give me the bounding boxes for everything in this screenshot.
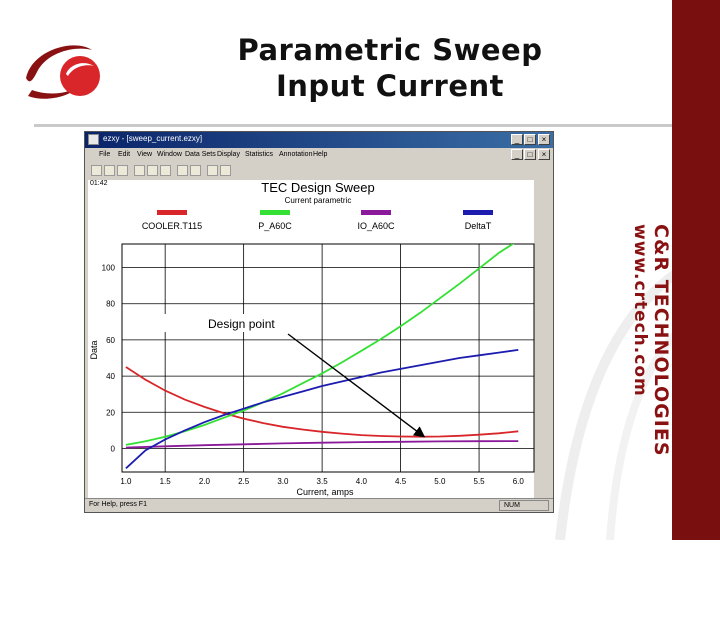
legend-label: DeltaT bbox=[465, 221, 492, 231]
menu-file[interactable]: File bbox=[99, 151, 111, 158]
status-text: For Help, press F1 bbox=[89, 501, 147, 508]
save-icon[interactable] bbox=[117, 165, 128, 176]
x-tick-label: 1.5 bbox=[160, 477, 172, 486]
chart-icon[interactable] bbox=[177, 165, 188, 176]
legend-swatch bbox=[157, 210, 187, 215]
corner-label: 01:42 bbox=[90, 180, 108, 187]
logo-swoosh-lower bbox=[28, 86, 80, 99]
print-icon[interactable] bbox=[134, 165, 145, 176]
title-divider bbox=[34, 124, 674, 127]
series-layer bbox=[125, 244, 519, 470]
tick-labels: 1.0 1.5 2.0 2.5 3.0 3.5 4.0 4.5 5.0 5.5 6.0 0 20 40 60… bbox=[102, 264, 525, 486]
grid bbox=[122, 244, 534, 472]
annotation-text: Design point bbox=[208, 317, 275, 331]
y-tick-label: 0 bbox=[111, 444, 116, 453]
y-axis-label: Data bbox=[89, 340, 99, 359]
maximize-button[interactable]: □ bbox=[524, 134, 536, 145]
help-icon[interactable] bbox=[207, 165, 218, 176]
menubar: File Edit View Window Data Sets Display … bbox=[85, 148, 553, 162]
menu-edit[interactable]: Edit bbox=[118, 151, 131, 158]
doc-close-button[interactable]: × bbox=[538, 149, 550, 160]
plot-frame bbox=[121, 243, 535, 473]
x-tick-label: 3.5 bbox=[317, 477, 329, 486]
menu-statistics[interactable]: Statistics bbox=[245, 151, 274, 158]
toolbar bbox=[85, 163, 553, 179]
new-icon[interactable] bbox=[91, 165, 102, 176]
chart-title: TEC Design Sweep bbox=[261, 180, 374, 195]
brand-band bbox=[672, 0, 720, 540]
annotation-arrow bbox=[287, 333, 426, 438]
series-line-io-a60c bbox=[125, 440, 519, 449]
legend-swatch bbox=[260, 210, 290, 215]
slide-title-line1: Parametric Sweep bbox=[237, 33, 543, 67]
series-line-cooler-t115 bbox=[125, 366, 519, 438]
status-num: NUM bbox=[499, 500, 549, 511]
legend-label: COOLER.T115 bbox=[142, 221, 202, 231]
series-line-p-a60c bbox=[125, 244, 515, 446]
x-tick-label: 3.0 bbox=[277, 477, 289, 486]
legend-swatch bbox=[361, 210, 391, 215]
x-tick-label: 4.0 bbox=[356, 477, 368, 486]
y-tick-label: 60 bbox=[106, 336, 115, 345]
chart-subtitle: Current parametric bbox=[285, 196, 352, 205]
menu-help[interactable]: Help bbox=[313, 151, 328, 158]
y-tick-label: 80 bbox=[106, 300, 115, 309]
arrow-icon[interactable] bbox=[220, 165, 231, 176]
y-tick-label: 20 bbox=[106, 408, 115, 417]
x-tick-label: 2.0 bbox=[199, 477, 211, 486]
copy-icon[interactable] bbox=[147, 165, 158, 176]
open-icon[interactable] bbox=[104, 165, 115, 176]
app-icon[interactable] bbox=[88, 134, 99, 145]
y-tick-label: 100 bbox=[102, 264, 116, 273]
x-tick-label: 6.0 bbox=[513, 477, 525, 486]
menu-display[interactable]: Display bbox=[217, 151, 240, 158]
legend: COOLER.T115 P_A60C IO_A60C DeltaT bbox=[142, 210, 493, 231]
legend-swatch bbox=[463, 210, 493, 215]
legend-label: IO_A60C bbox=[357, 221, 395, 231]
logo-disc-highlight bbox=[66, 63, 94, 76]
y-tick-label: 40 bbox=[106, 372, 115, 381]
chart: 01:42 TEC Design Sweep Current parametri… bbox=[89, 180, 535, 497]
company-logo bbox=[26, 45, 100, 99]
slide-title-line2: Input Current bbox=[275, 69, 504, 103]
paste-icon[interactable] bbox=[160, 165, 171, 176]
close-button[interactable]: × bbox=[538, 134, 550, 145]
x-axis-label: Current, amps bbox=[296, 487, 354, 497]
x-tick-label: 5.0 bbox=[434, 477, 446, 486]
x-tick-label: 1.0 bbox=[120, 477, 132, 486]
annotation-box bbox=[140, 314, 290, 332]
legend-label: P_A60C bbox=[258, 221, 292, 231]
minimize-button[interactable]: _ bbox=[511, 134, 523, 145]
doc-minimize-button[interactable]: _ bbox=[511, 149, 523, 160]
x-tick-label: 4.5 bbox=[395, 477, 407, 486]
series-line-deltat bbox=[125, 349, 519, 470]
plot-background bbox=[88, 180, 534, 498]
slide-title: Parametric Sweep Input Current bbox=[200, 32, 580, 104]
window-titlebar[interactable]: ezxy - [sweep_current.ezxy] _ □ × bbox=[85, 132, 553, 148]
logo-disc bbox=[60, 56, 100, 96]
menu-data-sets[interactable]: Data Sets bbox=[185, 151, 216, 158]
menu-window[interactable]: Window bbox=[157, 151, 182, 158]
status-bar: For Help, press F1 NUM bbox=[85, 498, 553, 513]
doc-restore-button[interactable]: □ bbox=[524, 149, 536, 160]
menu-view[interactable]: View bbox=[137, 151, 153, 158]
menu-annotation[interactable]: Annotation bbox=[279, 151, 313, 158]
x-tick-label: 5.5 bbox=[474, 477, 486, 486]
logo-swoosh bbox=[26, 45, 92, 82]
zoom-icon[interactable] bbox=[190, 165, 201, 176]
window-title: ezxy - [sweep_current.ezxy] bbox=[103, 134, 203, 143]
x-tick-label: 2.5 bbox=[238, 477, 250, 486]
